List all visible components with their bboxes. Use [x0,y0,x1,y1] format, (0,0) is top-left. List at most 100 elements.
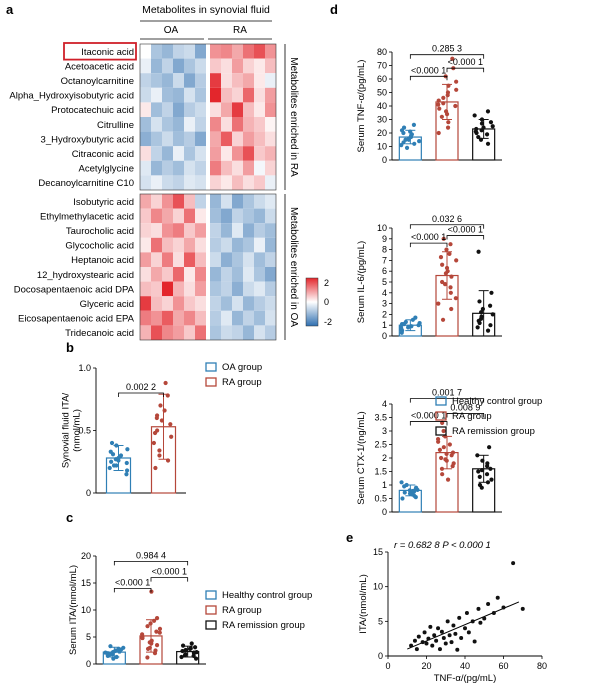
data-point [402,490,407,495]
heatmap-cell [184,117,195,132]
data-point [121,645,126,650]
data-point [477,474,482,479]
significance-bracket [409,421,448,426]
data-point [163,380,168,386]
y-axis-label: Serum CTX-1/(ng/mL) [356,411,367,504]
heatmap-cell [162,58,173,74]
heatmap-row-label: Tridecanoic acid [65,328,134,339]
heatmap-cell [162,325,173,340]
heatmap-cell [265,208,276,224]
heatmap-cell [195,175,206,190]
data-point [417,139,422,144]
p-value-label: 0.984 4 [136,550,166,560]
heatmap-cell [243,267,254,282]
x-tick-label: 60 [498,661,508,671]
heatmap-cell [162,160,173,176]
heatmap-cell [184,237,195,253]
heatmap-cell [232,73,243,88]
heatmap-cell [162,281,173,297]
data-point [444,247,449,252]
heatmap-cell [232,146,243,161]
data-point [426,636,431,641]
data-point [485,109,491,114]
y-tick-label: 0 [382,331,387,341]
heatmap-cell [232,87,243,103]
heatmap-cell [243,44,254,59]
heatmap-cell [265,146,276,161]
heatmap-cell [151,208,162,224]
data-point [124,472,129,477]
data-point [180,643,186,648]
data-point [479,121,485,126]
heatmap-row-label: Isobutyric acid [73,197,134,208]
data-point [436,301,441,306]
data-point [157,630,162,635]
heatmap-cell [173,237,184,253]
y-tick-label: 2 [382,309,387,319]
heatmap-cell [173,252,184,267]
heatmap-cell [140,252,151,267]
heatmap-cell [265,160,276,176]
panel-e-scatter: 0 5 10 15 0 20 40 60 80 TNF-α/(pg/mL) ITA/(nmol/mL… [358,540,547,684]
heatmap-cell [173,58,184,74]
data-point [455,647,460,652]
data-point [404,145,410,150]
heatmap-cell [243,73,254,88]
data-point [440,317,446,322]
heatmap-cell [184,325,195,340]
heatmap-cell [173,175,184,190]
heatmap-cell [173,73,184,88]
side-label-oa: Metabolites enriched in OA [288,207,299,327]
data-point [149,589,154,594]
heatmap-cell [184,281,195,297]
heatmap-cell [162,296,173,311]
data-point [472,639,477,644]
data-point [180,648,185,654]
heatmap-cell [195,131,206,147]
data-point [470,619,475,624]
data-point [109,440,115,446]
heatmap-cell [254,281,265,297]
heatmap-cell [184,194,195,209]
data-point [439,629,444,634]
significance-bracket [446,67,485,73]
heatmap-cell [195,58,206,74]
data-point [478,620,483,625]
heatmap-row-label: Alpha_Hydroxyisobutyric acid [9,91,134,102]
heatmap-row-label: Protocatechuic acid [51,105,134,116]
panel-label-e: e [346,530,353,545]
heatmap-cell [243,194,254,209]
data-point [501,605,506,610]
heatmap-cell [265,310,276,326]
data-point [409,324,414,329]
x-tick-label: 0 [385,661,390,671]
data-point [108,644,113,649]
data-point [449,640,454,645]
heatmap-cell [162,44,173,59]
heatmap-cell [184,175,195,190]
heatmap-cell [140,310,151,326]
heatmap-cell [265,117,276,132]
heatmap-row-label: Decanoylcarnitine C10 [38,178,134,189]
heatmap-row-label: Glyceric acid [80,299,134,310]
x-tick-label: 80 [537,661,547,671]
p-value-label: <0.000 1 [448,225,483,235]
data-point [407,491,413,496]
legend-label: Healthy control group [222,590,312,601]
heatmap-cell [162,252,173,267]
heatmap-cell [265,194,276,209]
p-value-label: <0.000 1 [115,577,150,587]
y-tick-label: 1.0 [78,363,91,373]
data-point [162,408,167,413]
legend-swatch [205,377,217,387]
significance-bracket [150,577,189,582]
heatmap-cell [140,194,151,209]
regression-line [407,601,520,650]
heatmap-cell [140,160,151,176]
heatmap-cell [173,325,184,340]
data-point [441,95,446,100]
data-point [398,325,404,330]
data-point [479,117,485,122]
data-point [447,251,452,257]
